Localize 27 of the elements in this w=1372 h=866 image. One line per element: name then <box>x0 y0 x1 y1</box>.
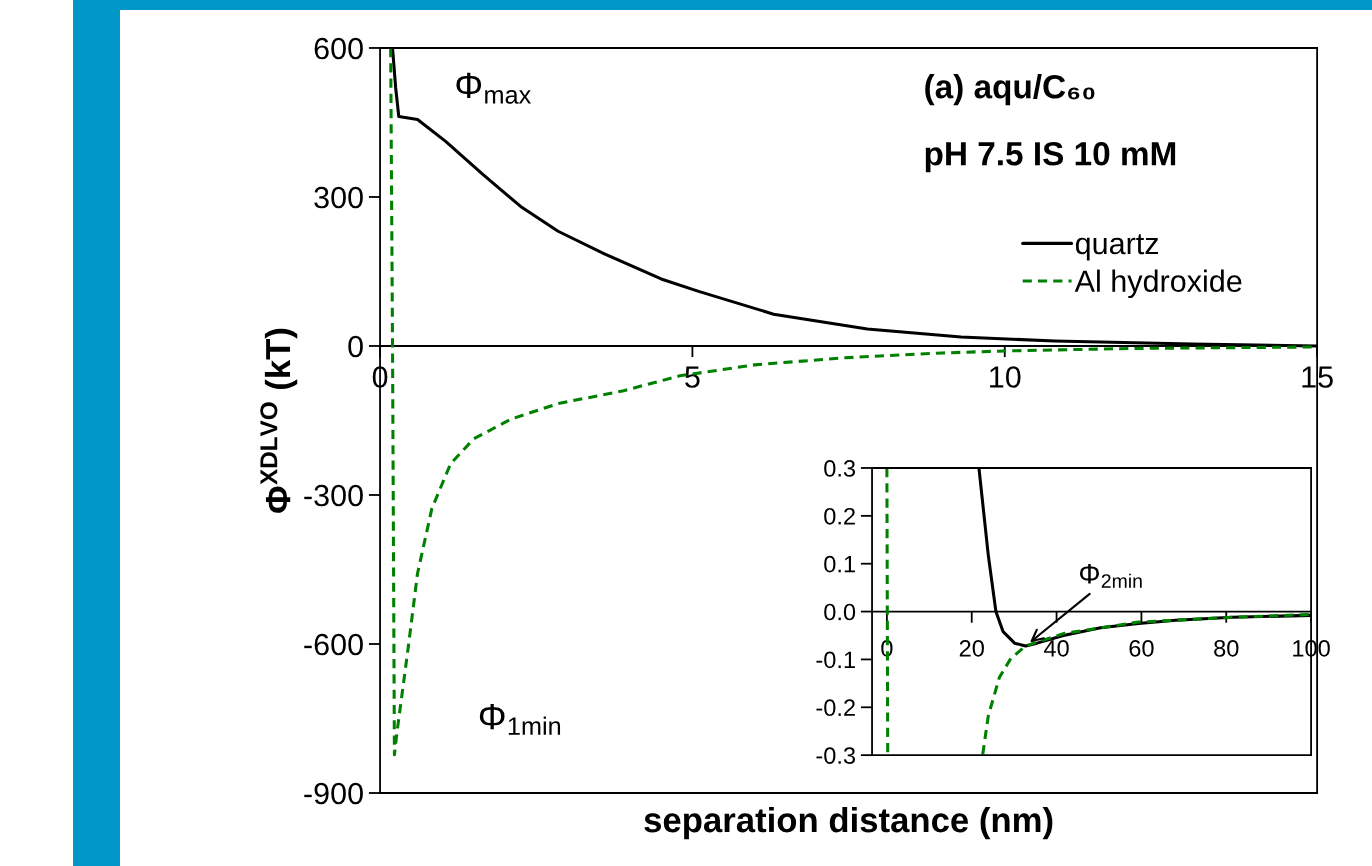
annotation: Φ$_{2min}$ <box>1079 564 1142 588</box>
y-tick-label: -900 <box>304 782 363 805</box>
legend-label: Al hydroxide <box>1074 269 1242 299</box>
y-tick-label: 0.2 <box>824 507 855 525</box>
text: pH 7.5 IS 10 mM <box>925 141 1176 173</box>
legend-label: quartz <box>1075 234 1159 261</box>
annotation: Φ$_{max}$ <box>456 72 531 104</box>
y-tick-label: 0.0 <box>824 603 856 621</box>
x-tick-label: 20 <box>959 639 984 657</box>
y-tick-label: -600 <box>304 633 363 656</box>
y-tick-label: -0.1 <box>816 651 855 669</box>
y-tick-label: 300 <box>314 186 363 209</box>
y-tick-label: -0.3 <box>816 747 856 764</box>
y-tick-label: 0.3 <box>824 460 856 477</box>
y-tick-label: 0 <box>348 335 363 358</box>
x-axis-title: separation distance (nm) <box>644 806 1053 840</box>
y-axis-title: Φ$^{XDLVO}$ (kT) <box>260 328 298 513</box>
y-tick-label: 600 <box>314 37 363 60</box>
y-tick-label: -0.2 <box>816 699 855 717</box>
x-tick-label: 80 <box>1214 639 1239 657</box>
y-tick-label: -300 <box>304 484 363 507</box>
annotation: Φ$_{1min}$ <box>479 704 561 735</box>
x-tick-label: 40 <box>1043 639 1069 657</box>
y-tick-label: 0.1 <box>824 555 855 573</box>
x-tick-label: 60 <box>1129 639 1154 657</box>
x-tick-label: 10 <box>990 366 1021 388</box>
text: (a) aqu/C₆₀ <box>925 74 1095 106</box>
